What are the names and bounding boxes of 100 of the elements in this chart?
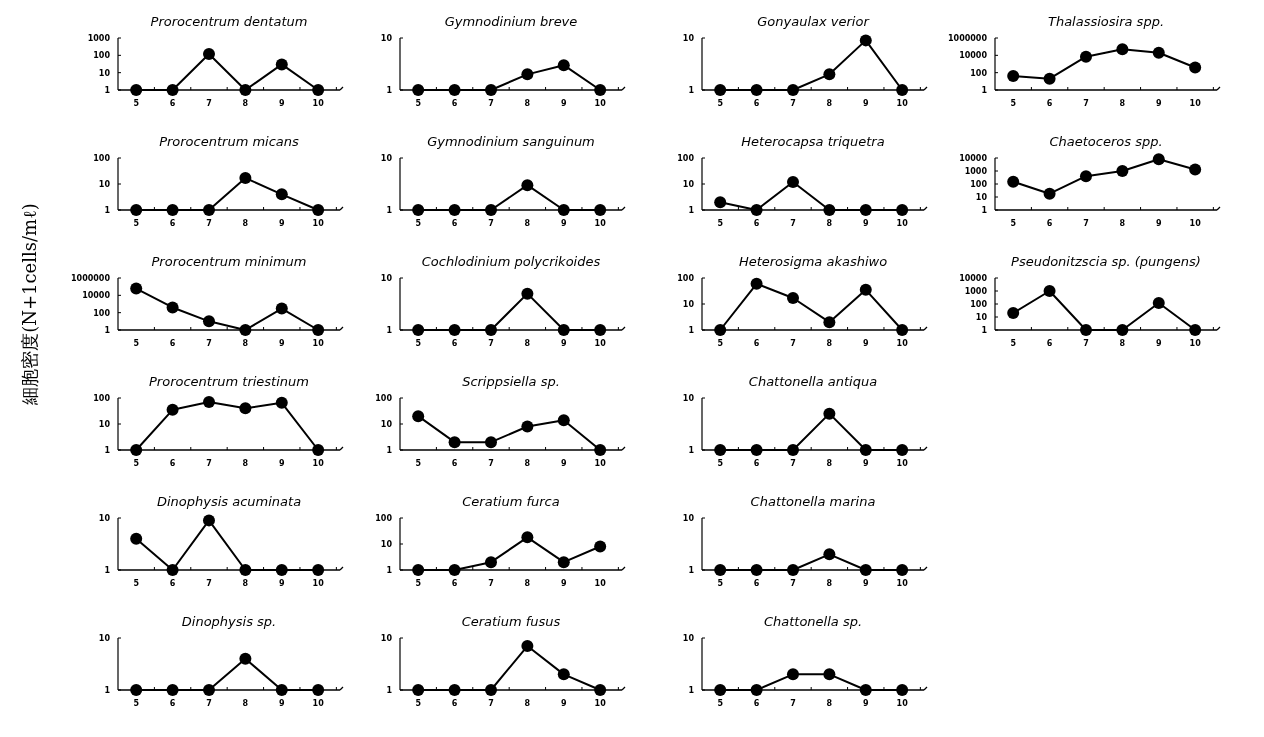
x-tick-label: 8	[524, 699, 531, 708]
x-tick-label: 6	[169, 219, 176, 228]
chart-title: Gymnodinium sanguinum	[427, 134, 595, 149]
x-tick-label: 9	[560, 459, 567, 468]
point	[448, 436, 461, 449]
point	[1043, 187, 1056, 200]
chart-title: Gymnodinium breve	[444, 14, 578, 29]
x-tick-label: 7	[488, 579, 494, 588]
y-tick-label: 10	[380, 34, 393, 43]
point	[1116, 165, 1129, 177]
x-tick-label: 6	[451, 219, 458, 228]
point	[166, 564, 179, 576]
point	[202, 47, 215, 60]
point	[275, 564, 288, 576]
y-tick-label: 10	[975, 313, 988, 322]
x-tick-label: 7	[790, 219, 796, 228]
x-tick-label: 10	[312, 579, 325, 588]
x-tick-label: 8	[826, 339, 833, 348]
x-tick-label: 10	[896, 459, 909, 468]
point	[484, 436, 497, 449]
x-tick-label: 7	[790, 579, 796, 588]
x-tick-label: 9	[862, 219, 869, 228]
point	[1189, 61, 1202, 74]
y-tick-label: 1	[104, 86, 111, 95]
x-tick-label: 7	[488, 339, 494, 348]
x-tick-label: 10	[312, 339, 325, 348]
y-tick-label: 10000	[959, 51, 988, 61]
x-tick-label: 8	[524, 219, 531, 228]
y-tick-label: 100	[970, 180, 988, 189]
point	[239, 564, 252, 576]
x-tick-label: 5	[133, 219, 140, 228]
x-tick-label: 6	[753, 339, 760, 348]
y-tick-label: 10	[682, 394, 695, 403]
x-tick-label: 8	[524, 579, 531, 588]
point	[714, 84, 727, 96]
chart-title: Heterosigma akashiwo	[738, 254, 888, 269]
x-tick-label: 5	[415, 99, 422, 108]
x-tick-label: 7	[790, 699, 796, 708]
x-tick-label: 6	[169, 579, 176, 588]
point	[275, 58, 288, 71]
y-tick-label: 10	[98, 514, 111, 523]
point	[312, 84, 325, 96]
point	[1189, 163, 1202, 176]
x-tick-label: 9	[278, 99, 285, 108]
y-tick-label: 1	[104, 686, 111, 695]
x-tick-label: 10	[1189, 99, 1202, 108]
point	[750, 277, 763, 290]
x-tick-label: 6	[169, 459, 176, 468]
y-tick-label: 100	[677, 154, 695, 163]
point	[557, 668, 570, 681]
y-tick-label: 10	[98, 68, 111, 78]
y-tick-label: 10	[380, 420, 393, 429]
y-tick-label: 100	[93, 308, 111, 318]
x-tick-label: 8	[1119, 219, 1126, 228]
x-tick-label: 5	[415, 219, 422, 228]
point	[166, 301, 179, 314]
point	[594, 684, 607, 696]
chart-title: Chaetoceros spp.	[1049, 134, 1163, 149]
x-tick-label: 8	[242, 579, 249, 588]
x-tick-label: 8	[826, 99, 833, 108]
point	[1152, 46, 1165, 59]
x-tick-label: 6	[169, 339, 176, 348]
point	[714, 324, 727, 336]
x-tick-label: 7	[206, 99, 212, 108]
y-axis-title: 細胞密度(N+1cells/mℓ)	[19, 203, 40, 406]
x-tick-label: 8	[826, 219, 833, 228]
x-tick-label: 8	[524, 459, 531, 468]
x-tick-label: 5	[717, 699, 724, 708]
y-tick-label: 100	[93, 51, 111, 61]
x-tick-label: 5	[1010, 339, 1017, 348]
y-tick-label: 10	[380, 540, 393, 549]
x-tick-label: 10	[896, 699, 909, 708]
point	[1116, 324, 1129, 336]
point	[166, 403, 179, 416]
x-tick-label: 7	[206, 459, 212, 468]
x-tick-label: 6	[451, 339, 458, 348]
point	[412, 84, 425, 96]
point	[1079, 324, 1092, 336]
point	[750, 84, 763, 96]
point	[859, 34, 872, 47]
x-tick-label: 10	[896, 579, 909, 588]
y-tick-label: 10000	[82, 291, 111, 301]
point	[750, 204, 763, 216]
x-tick-label: 5	[717, 459, 724, 468]
y-tick-label: 1	[104, 446, 111, 455]
x-tick-label: 5	[415, 579, 422, 588]
x-tick-label: 5	[133, 339, 140, 348]
x-tick-label: 10	[594, 339, 607, 348]
y-tick-label: 10	[975, 193, 988, 202]
chart-title: Scrippsiella sp.	[462, 374, 560, 389]
x-tick-label: 8	[826, 579, 833, 588]
point	[239, 172, 252, 185]
point	[1007, 175, 1020, 188]
x-tick-label: 5	[1010, 219, 1017, 228]
x-tick-label: 6	[1046, 219, 1053, 228]
x-tick-label: 5	[717, 99, 724, 108]
point	[484, 556, 497, 569]
x-tick-label: 10	[594, 699, 607, 708]
point	[1079, 170, 1092, 183]
point	[1152, 153, 1165, 166]
